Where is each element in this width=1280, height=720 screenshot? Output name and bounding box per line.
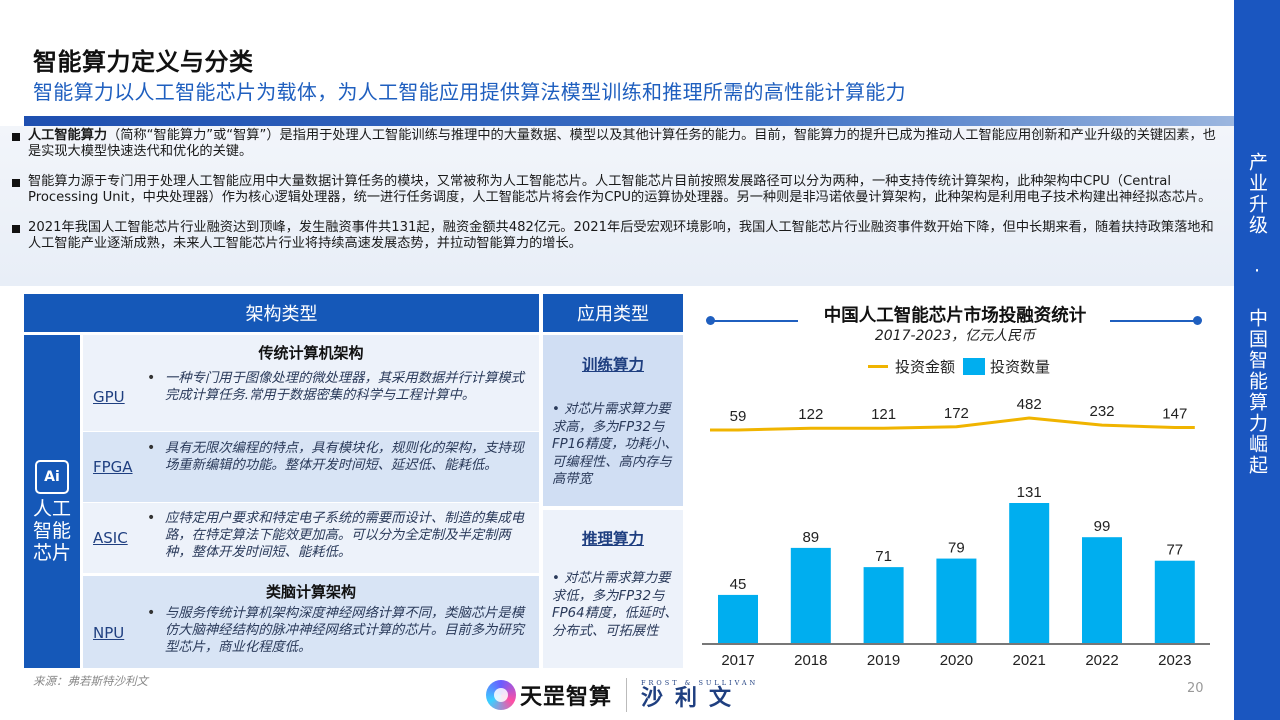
chip-name-gpu[interactable]: GPU bbox=[93, 388, 125, 406]
app-training: 训练算力 • 对芯片需求算力要求高，多为FP32与FP16精度，功耗小、可编程性… bbox=[543, 335, 683, 506]
app-title-training[interactable]: 训练算力 bbox=[581, 356, 644, 374]
bullet-bold: 人工智能算力 bbox=[28, 128, 108, 143]
bullet-dot-icon: • bbox=[147, 440, 156, 456]
amount-label: 482 bbox=[1017, 396, 1042, 413]
count-label: 99 bbox=[1094, 518, 1111, 535]
bullet-text: 2021年我国人工智能芯片行业融资达到顶峰，发生融资事件共131起，融资金额共4… bbox=[28, 220, 1214, 251]
neuro-arch-header: 类脑计算架构 bbox=[265, 583, 356, 601]
chip-desc: 应特定用户要求和特定电子系统的需要而设计、制造的集成电路，在特定算法下能效更加高… bbox=[165, 511, 525, 560]
chip-name-asic[interactable]: ASIC bbox=[93, 529, 128, 547]
legend-bar-icon bbox=[963, 358, 986, 375]
chip-name-fpga[interactable]: FPGA bbox=[93, 458, 133, 476]
legend-label-amount: 投资金额 bbox=[895, 358, 956, 376]
square-bullet-icon bbox=[12, 179, 20, 187]
count-label: 71 bbox=[875, 548, 892, 565]
bullet-text: 智能算力源于专门用于处理人工智能应用中大量数据计算任务的模块，又常被称为人工智能… bbox=[28, 174, 1212, 205]
app-title-inference[interactable]: 推理算力 bbox=[581, 530, 644, 548]
count-label: 89 bbox=[802, 529, 819, 546]
ai-icon: Ai bbox=[35, 460, 69, 494]
chip-desc: 具有无限次编程的特点，具有模块化，规则化的架构，支持现场重新编辑的功能。整体开发… bbox=[165, 441, 525, 473]
amount-label: 122 bbox=[798, 406, 823, 423]
bullet-item: 人工智能算力（简称“智能算力”或“智算”）是指用于处理人工智能训练与推理中的大量… bbox=[10, 128, 1224, 160]
title-deco-line-left bbox=[710, 320, 798, 322]
chart-title: 中国人工智能芯片市场投融资统计 bbox=[823, 306, 1087, 326]
bullet-dot-icon: • bbox=[147, 370, 156, 386]
amount-label: 232 bbox=[1089, 403, 1114, 420]
page-title: 智能算力定义与分类 bbox=[33, 48, 254, 76]
title-deco-line-right bbox=[1110, 320, 1198, 322]
year-tick: 2020 bbox=[940, 652, 973, 669]
investment-chart: 59 122 121 172 482 232 147 45 2017 89 2018 71 2019 79… bbox=[710, 396, 1195, 669]
amount-label: 121 bbox=[871, 406, 896, 423]
amount-line bbox=[710, 416, 1195, 432]
amount-label: 172 bbox=[944, 405, 969, 422]
frost-sullivan-zh: 沙利文 bbox=[641, 686, 744, 711]
logo-divider bbox=[626, 678, 628, 712]
year-tick: 2019 bbox=[867, 652, 900, 669]
app-type-header: 应用类型 bbox=[543, 294, 683, 332]
sidebar-title: 产业升级 · 中国智能算力崛起 bbox=[1246, 152, 1268, 476]
count-label: 45 bbox=[730, 576, 747, 593]
frost-sullivan-en: FROST & SULLIVAN bbox=[641, 679, 759, 687]
legend-line-icon bbox=[868, 365, 888, 368]
year-tick: 2018 bbox=[794, 652, 827, 669]
square-bullet-icon bbox=[12, 225, 20, 233]
chart-legend: 投资金额 投资数量 bbox=[868, 356, 1050, 377]
count-label: 77 bbox=[1166, 542, 1183, 559]
chip-name-npu[interactable]: NPU bbox=[93, 624, 125, 642]
bullet-item: 2021年我国人工智能芯片行业融资达到顶峰，发生融资事件共131起，融资金额共4… bbox=[10, 220, 1224, 252]
table-row-npu: 类脑计算架构 NPU • 与服务传统计算机架构深度神经网络计算不同，类脑芯片是模… bbox=[83, 576, 539, 668]
bullet-dot-icon: • bbox=[147, 605, 156, 621]
year-tick: 2022 bbox=[1085, 652, 1118, 669]
footer-logos: 天罡智算 FROST & SULLIVAN 沙利文 bbox=[486, 678, 758, 712]
year-tick: 2017 bbox=[721, 652, 754, 669]
amount-label: 147 bbox=[1162, 406, 1187, 423]
year-tick: 2023 bbox=[1158, 652, 1191, 669]
app-desc: • 对芯片需求算力要求高，多为FP32与FP16精度，功耗小、可编程性、高内存与… bbox=[552, 402, 678, 487]
header-gradient-band bbox=[24, 116, 1234, 126]
page-subtitle: 智能算力以人工智能芯片为载体，为人工智能应用提供算法模型训练和推理所需的高性能计… bbox=[33, 80, 906, 104]
traditional-arch-header: 传统计算机架构 bbox=[258, 344, 364, 362]
bullet-text: （简称“智能算力”或“智算”）是指用于处理人工智能训练与推理中的大量数据、模型以… bbox=[28, 128, 1216, 159]
bullet-list: 人工智能算力（简称“智能算力”或“智算”）是指用于处理人工智能训练与推理中的大量… bbox=[0, 126, 1234, 286]
right-sidebar bbox=[1234, 0, 1280, 720]
page-number: 20 bbox=[1187, 681, 1204, 696]
count-bar bbox=[1082, 537, 1122, 643]
app-inference: 推理算力 • 对芯片需求算力要求低，多为FP32与FP64精度，低延时、分布式、… bbox=[543, 510, 683, 668]
tiangang-logo-icon bbox=[486, 680, 516, 710]
chip-desc: 与服务传统计算机架构深度神经网络计算不同，类脑芯片是模仿大脑神经结构的脉冲神经网… bbox=[165, 606, 525, 655]
legend-label-count: 投资数量 bbox=[990, 358, 1051, 376]
count-bar bbox=[863, 567, 904, 643]
source-note: 来源：弗若斯特沙利文 bbox=[33, 674, 148, 688]
count-bar bbox=[1154, 560, 1195, 643]
arch-type-header: 架构类型 bbox=[24, 294, 539, 332]
title-deco-dot-right bbox=[1193, 316, 1202, 325]
table-row-asic: ASIC • 应特定用户要求和特定电子系统的需要而设计、制造的集成电路，在特定算… bbox=[83, 503, 539, 573]
count-bar bbox=[1009, 503, 1050, 643]
chip-category-label: 人工智能芯片 bbox=[32, 498, 71, 564]
x-axis bbox=[702, 643, 1210, 645]
square-bullet-icon bbox=[12, 133, 20, 141]
count-bar bbox=[936, 558, 977, 643]
amount-label: 59 bbox=[730, 408, 747, 425]
chart-subtitle: 2017-2023，亿元人民币 bbox=[874, 328, 1036, 344]
count-label: 79 bbox=[948, 540, 965, 557]
table-row-fpga: FPGA • 具有无限次编程的特点，具有模块化，规则化的架构，支持现场重新编辑的… bbox=[83, 432, 539, 502]
count-label: 131 bbox=[1017, 484, 1042, 501]
count-bar bbox=[718, 594, 758, 643]
frost-sullivan-logo: FROST & SULLIVAN 沙利文 bbox=[641, 679, 758, 711]
app-desc: • 对芯片需求算力要求低，多为FP32与FP64精度，低延时、分布式、可拓展性 bbox=[552, 571, 678, 639]
bullet-dot-icon: • bbox=[147, 510, 156, 526]
chip-desc: 一种专门用于图像处理的微处理器，其采用数据并行计算模式完成计算任务.常用于数据密… bbox=[165, 371, 525, 403]
bullet-item: 智能算力源于专门用于处理人工智能应用中大量数据计算任务的模块，又常被称为人工智能… bbox=[10, 174, 1224, 206]
count-bar bbox=[790, 547, 831, 643]
table-row-gpu: 传统计算机架构 GPU • 一种专门用于图像处理的微处理器，其采用数据并行计算模… bbox=[83, 335, 539, 431]
tiangang-logo-text: 天罡智算 bbox=[520, 685, 613, 710]
year-tick: 2021 bbox=[1013, 652, 1046, 669]
chip-category-column bbox=[24, 335, 80, 668]
